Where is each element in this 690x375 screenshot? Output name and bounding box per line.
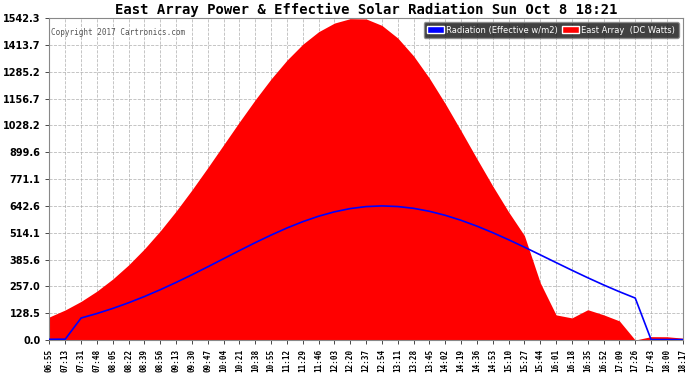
Text: Copyright 2017 Cartronics.com: Copyright 2017 Cartronics.com: [50, 28, 185, 37]
Title: East Array Power & Effective Solar Radiation Sun Oct 8 18:21: East Array Power & Effective Solar Radia…: [115, 3, 618, 17]
Legend: Radiation (Effective w/m2), East Array  (DC Watts): Radiation (Effective w/m2), East Array (…: [424, 22, 678, 38]
